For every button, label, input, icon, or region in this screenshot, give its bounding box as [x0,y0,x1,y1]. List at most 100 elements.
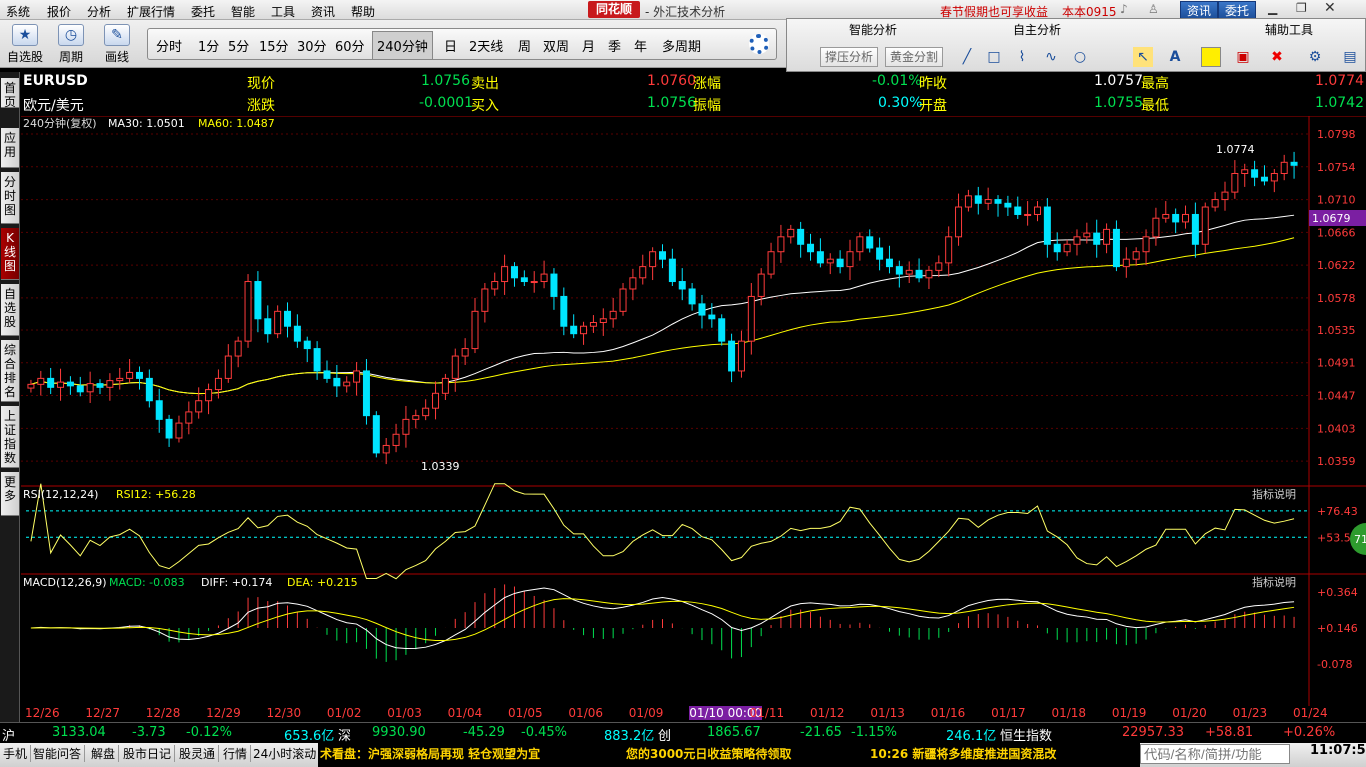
chgpct-label: 涨幅 [693,76,721,92]
menu-bar: 系统 报价 分析 扩展行情 委托 智能 工具 资讯 帮助 同花顺 - 外汇技术分… [0,0,1366,20]
menu-help[interactable]: 帮助 [351,5,376,19]
period-2day[interactable]: 2天线 [469,40,504,55]
smart-analysis-header[interactable]: 智能分析 [849,23,898,37]
candle-body [461,348,469,357]
trade-button[interactable]: 委托 [1218,1,1257,19]
period-month[interactable]: 月 [582,40,596,55]
period-15m[interactable]: 15分 [259,40,289,55]
cycle-tool[interactable]: ◷ 周期 [50,22,92,66]
candle-body [905,269,913,275]
menu-extended[interactable]: 扩展行情 [127,5,176,19]
line-icon[interactable]: ╱ [962,49,972,65]
period-30m[interactable]: 30分 [297,40,327,55]
candle-body [1033,206,1041,215]
circle-icon[interactable]: ○ [1073,49,1087,65]
sidebar-item-shanghai[interactable]: 上证指数 [1,406,19,468]
sidebar-item-home[interactable]: 首页 [1,78,19,109]
kline-chart[interactable]: 1.0798 1.0754 1.0710 1.0666 1.0622 1.0578 1.05… [21,116,1366,706]
ticker-item-3[interactable]: 10:26 新疆将多维度推进国资混改 [870,747,1057,761]
menu-smart[interactable]: 智能 [231,5,256,19]
search-input[interactable] [1140,744,1290,764]
draw-tool[interactable]: ✎ 画线 [96,22,138,66]
rsi-explain-button[interactable]: 指标说明 [1252,487,1296,501]
candle-body [116,377,124,382]
tab-24h[interactable]: 24小时滚动 [250,745,321,762]
period-60m[interactable]: 60分 [335,40,365,55]
sidebar-item-apps[interactable]: 应用 [1,128,19,168]
period-multi[interactable]: 多周期 [662,40,702,55]
period-day[interactable]: 日 [444,40,458,55]
news-ticker[interactable]: 术看盘：沪强深弱格局再现 轻仓观望为宜 您的3000元日收益策略待领取 10:2… [318,743,1140,767]
golden-section-button[interactable]: 黄金分割 [885,47,944,67]
period-season[interactable]: 季 [608,40,622,55]
pressure-analysis-button[interactable]: 撑压分析 [820,47,879,67]
sidebar-item-timechart[interactable]: 分时图 [1,172,19,224]
tab-interpret[interactable]: 解盘 [88,745,120,762]
delete-icon[interactable]: ▣ [1236,49,1250,65]
price-axis-label: 1.0491 [1317,357,1356,370]
dea-path [30,598,1295,642]
candle-body [708,314,716,320]
list-icon[interactable]: ▤ [1343,49,1357,65]
sidebar-item-ranking[interactable]: 综合排名 [1,340,19,402]
tab-mobile[interactable]: 手机 [0,745,32,762]
tab-qa[interactable]: 智能问答 [30,745,86,762]
minimize-icon[interactable]: ▁ [1268,1,1278,15]
ticker-item-2[interactable]: 您的3000元日收益策略待领取 [626,747,792,761]
sidebar: 首页 应用 分时图 K线图 自选股 综合排名 上证指数 更多 [0,72,20,742]
candle-body [126,371,134,379]
price-tag-bg [1309,210,1366,226]
tab-lingtong[interactable]: 股灵通 [176,745,220,762]
candle-body [303,340,311,350]
sidebar-item-watchlist[interactable]: 自选股 [1,284,19,336]
period-1m[interactable]: 1分 [198,40,220,55]
cursor-icon[interactable]: ↖ [1133,47,1153,67]
menu-tools[interactable]: 工具 [271,5,296,19]
menu-system[interactable]: 系统 [6,5,31,19]
candle-body [175,422,183,439]
ticker-item-1[interactable]: 术看盘：沪强深弱格局再现 轻仓观望为宜 [320,747,541,761]
promo-notice[interactable]: 春节假期也可享收益 [940,5,1049,19]
menu-news[interactable]: 资讯 [311,5,336,19]
aux-tools-header[interactable]: 辅助工具 [1265,23,1314,37]
self-analysis-header[interactable]: 自主分析 [1013,23,1062,37]
sidebar-item-more[interactable]: 更多 [1,472,19,516]
restore-icon[interactable]: ❐ [1296,1,1307,15]
period-240m[interactable]: 240分钟 [372,31,433,60]
close-icon[interactable]: ✕ [1324,0,1336,16]
color-swatch[interactable] [1201,47,1221,67]
news-button[interactable]: 资讯 [1180,1,1219,19]
polyline-icon[interactable]: ⌇ [1018,49,1026,65]
status-item: 883.2亿 [604,729,655,744]
rsi-value: RSI12: +56.28 [116,488,196,501]
settings-icon[interactable]: ⚙ [1308,49,1322,65]
menu-trade[interactable]: 委托 [191,5,216,19]
period-2week[interactable]: 双周 [543,40,570,55]
shirt-icon[interactable]: ♙ [1148,2,1159,16]
macd-explain-button[interactable]: 指标说明 [1252,575,1296,589]
period-5m[interactable]: 5分 [228,40,250,55]
period-week[interactable]: 周 [518,40,532,55]
rsi-badge-bg[interactable] [1350,523,1366,555]
select-stock-tool[interactable]: ★ 自选股 [4,22,46,66]
high-value: 1.0774 [1315,73,1364,89]
period-tick[interactable]: 分时 [156,40,183,55]
tab-diary[interactable]: 股市日记 [120,745,176,762]
text-icon[interactable]: A [1169,49,1181,65]
candle-body [895,266,903,275]
symbol-name: 欧元/美元 [23,98,84,114]
sidebar-item-kline[interactable]: K线图 [1,228,19,280]
tab-quote[interactable]: 行情 [220,745,252,762]
diff-path [30,587,1295,649]
bell-icon[interactable]: ♪ [1120,2,1128,16]
gear-icon[interactable] [749,34,769,54]
price-axis-label: 1.0578 [1317,292,1356,305]
rect-icon[interactable]: □ [987,49,1001,65]
menu-analysis[interactable]: 分析 [87,5,112,19]
status-item: 3133.04 [52,725,106,740]
clear-icon[interactable]: ✖ [1271,49,1283,65]
wave-icon[interactable]: ∿ [1045,49,1057,65]
date-label: 01/03 [387,706,422,720]
period-year[interactable]: 年 [634,40,648,55]
menu-quote[interactable]: 报价 [47,5,72,19]
